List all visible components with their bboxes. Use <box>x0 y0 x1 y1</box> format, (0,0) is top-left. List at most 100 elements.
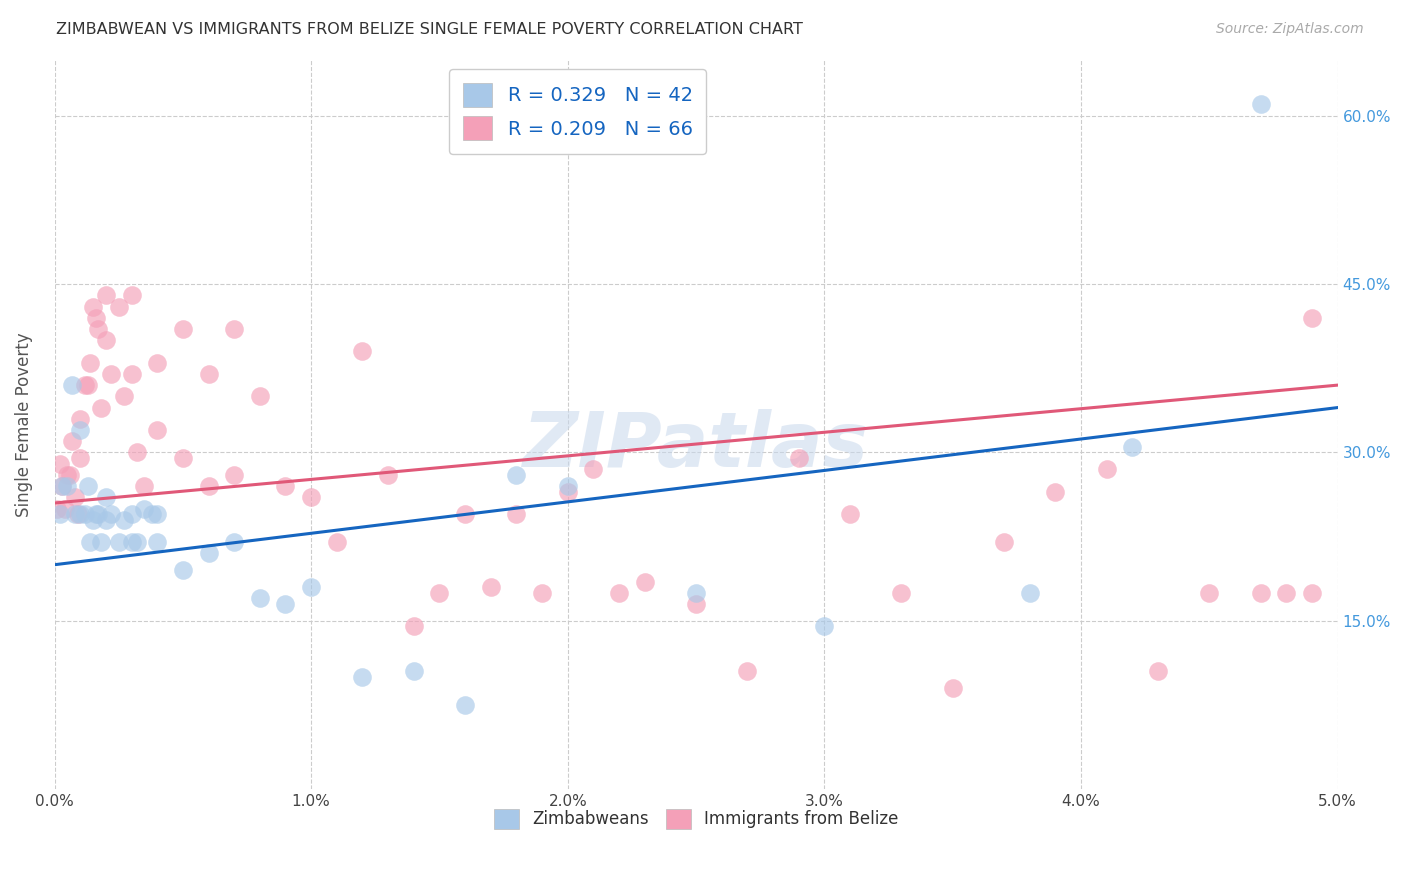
Point <box>377 467 399 482</box>
Point <box>224 535 246 549</box>
Point <box>402 619 425 633</box>
Point <box>48 507 70 521</box>
Point <box>197 479 219 493</box>
Point <box>100 507 122 521</box>
Point <box>685 597 707 611</box>
Point <box>582 462 605 476</box>
Point <box>557 479 579 493</box>
Point <box>1147 665 1170 679</box>
Point <box>479 580 502 594</box>
Point <box>274 479 297 493</box>
Point <box>402 665 425 679</box>
Point <box>634 574 657 589</box>
Point <box>77 479 100 493</box>
Point <box>107 535 129 549</box>
Point <box>62 434 84 449</box>
Point <box>82 513 104 527</box>
Point <box>84 507 107 521</box>
Point <box>890 586 912 600</box>
Point <box>146 423 169 437</box>
Point <box>1275 586 1298 600</box>
Point <box>197 367 219 381</box>
Point <box>107 300 129 314</box>
Point <box>94 513 117 527</box>
Point <box>1198 586 1220 600</box>
Point <box>224 467 246 482</box>
Point <box>77 378 100 392</box>
Point <box>79 535 101 549</box>
Point <box>993 535 1015 549</box>
Point <box>79 356 101 370</box>
Point <box>48 457 70 471</box>
Point <box>63 507 86 521</box>
Point <box>172 451 194 466</box>
Point <box>326 535 349 549</box>
Point <box>454 698 477 712</box>
Point <box>56 479 79 493</box>
Point <box>69 507 91 521</box>
Point <box>90 401 112 415</box>
Point <box>1095 462 1118 476</box>
Point <box>1301 310 1323 325</box>
Point <box>75 507 97 521</box>
Point <box>66 507 89 521</box>
Point <box>125 445 148 459</box>
Point <box>146 507 169 521</box>
Point <box>94 333 117 347</box>
Point <box>87 507 110 521</box>
Point <box>249 591 271 606</box>
Point <box>75 378 97 392</box>
Point <box>69 412 91 426</box>
Point <box>1250 97 1272 112</box>
Point <box>557 484 579 499</box>
Point <box>90 535 112 549</box>
Point <box>1045 484 1067 499</box>
Point <box>299 580 322 594</box>
Text: Source: ZipAtlas.com: Source: ZipAtlas.com <box>1216 22 1364 37</box>
Point <box>1301 586 1323 600</box>
Point <box>737 665 759 679</box>
Point <box>1018 586 1040 600</box>
Point <box>56 467 79 482</box>
Point <box>505 507 527 521</box>
Point <box>121 367 143 381</box>
Point <box>146 356 169 370</box>
Point <box>813 619 835 633</box>
Point <box>249 389 271 403</box>
Point <box>63 491 86 505</box>
Point <box>112 389 135 403</box>
Point <box>62 378 84 392</box>
Legend: Zimbabweans, Immigrants from Belize: Zimbabweans, Immigrants from Belize <box>488 802 905 836</box>
Point <box>121 535 143 549</box>
Point <box>94 491 117 505</box>
Point <box>172 322 194 336</box>
Text: ZIPatlas: ZIPatlas <box>523 409 869 483</box>
Point <box>134 479 156 493</box>
Point <box>134 501 156 516</box>
Point <box>197 547 219 561</box>
Point <box>121 288 143 302</box>
Point <box>505 467 527 482</box>
Point <box>429 586 451 600</box>
Point <box>172 563 194 577</box>
Point <box>274 597 297 611</box>
Point <box>839 507 862 521</box>
Point <box>94 288 117 302</box>
Point <box>69 423 91 437</box>
Point <box>82 300 104 314</box>
Point <box>352 344 374 359</box>
Point <box>454 507 477 521</box>
Point <box>51 479 73 493</box>
Point <box>100 367 122 381</box>
Text: ZIMBABWEAN VS IMMIGRANTS FROM BELIZE SINGLE FEMALE POVERTY CORRELATION CHART: ZIMBABWEAN VS IMMIGRANTS FROM BELIZE SIN… <box>56 22 803 37</box>
Point <box>125 535 148 549</box>
Point <box>46 501 69 516</box>
Point <box>59 467 82 482</box>
Point <box>224 322 246 336</box>
Point <box>299 491 322 505</box>
Point <box>1250 586 1272 600</box>
Point <box>53 501 76 516</box>
Point <box>121 507 143 521</box>
Y-axis label: Single Female Poverty: Single Female Poverty <box>15 332 32 516</box>
Point <box>87 322 110 336</box>
